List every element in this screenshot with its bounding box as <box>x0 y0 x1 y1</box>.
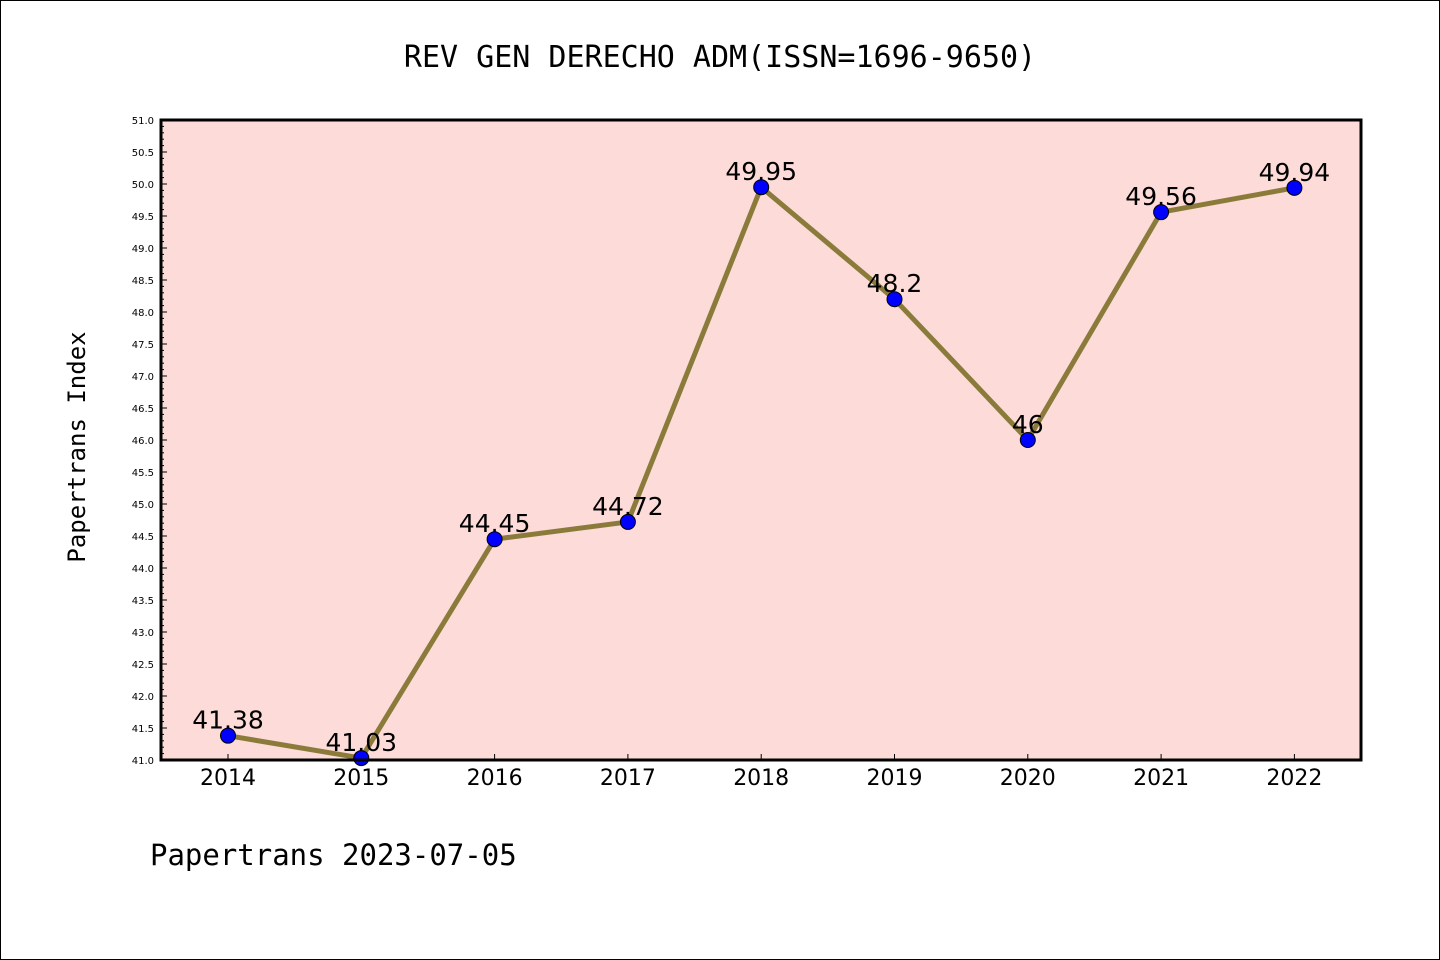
data-point <box>220 727 236 744</box>
y-tick-label: 51.0 <box>132 116 154 127</box>
y-tick-label: 46.0 <box>132 436 154 447</box>
x-tick-label: 2015 <box>333 766 389 791</box>
data-point <box>619 513 636 530</box>
y-axis-title: Papertrans Index <box>63 331 91 562</box>
data-label: 44.72 <box>592 492 664 521</box>
y-tick-label: 42.0 <box>132 692 154 703</box>
data-point <box>1286 179 1303 196</box>
data-label: 49.95 <box>725 157 797 186</box>
data-point <box>1019 432 1036 448</box>
x-tick-label: 2019 <box>867 766 923 791</box>
y-tick-label: 49.5 <box>132 212 154 223</box>
data-label: 48.2 <box>867 269 923 298</box>
y-tick-label: 48.5 <box>132 276 154 287</box>
y-tick-label: 43.5 <box>132 596 154 607</box>
data-point <box>886 291 903 308</box>
plot-area <box>161 120 1361 760</box>
y-tick-label: 43.0 <box>132 628 154 639</box>
y-tick-label: 46.5 <box>132 404 154 415</box>
y-tick-label: 42.5 <box>132 660 154 671</box>
y-tick-label: 50.5 <box>132 148 154 159</box>
x-tick-label: 2018 <box>733 766 789 791</box>
data-label: 41.38 <box>192 706 264 735</box>
chart-title: REV GEN DERECHO ADM(ISSN=1696-9650) <box>404 40 1036 75</box>
x-tick-label: 2022 <box>1266 766 1322 791</box>
y-tick-label: 41.0 <box>132 756 154 767</box>
plot-frame <box>159 118 1363 762</box>
y-tick-label: 44.0 <box>132 564 154 575</box>
data-label: 49.56 <box>1125 182 1197 211</box>
y-tick-label: 47.0 <box>132 372 154 383</box>
series-layer: 41.38 41.03 44.45 44.72 49.95 48.2 46 49.56 49.9… <box>192 157 1331 767</box>
y-tick-label: 45.0 <box>132 500 154 511</box>
y-tick-label: 49.0 <box>132 244 154 255</box>
y-tick-label: 47.5 <box>132 340 154 351</box>
data-label: 49.94 <box>1259 158 1331 187</box>
data-point <box>486 531 503 548</box>
x-tick-label: 2016 <box>467 766 523 791</box>
data-label: 44.45 <box>459 509 531 538</box>
data-label: 41.03 <box>326 728 398 757</box>
data-point <box>753 179 770 196</box>
x-tick-label: 2020 <box>1000 766 1056 791</box>
x-tick-label: 2021 <box>1133 766 1189 791</box>
y-tick-label: 48.0 <box>132 308 154 319</box>
footer-text: Papertrans 2023-07-05 <box>150 838 517 872</box>
y-tick-label: 50.0 <box>132 180 154 191</box>
y-tick-label: 44.5 <box>132 532 154 543</box>
data-point <box>1153 204 1170 221</box>
x-tick-label: 2014 <box>200 766 256 791</box>
x-tick-label: 2017 <box>600 766 656 791</box>
y-tick-label: 45.5 <box>132 468 154 479</box>
data-label: 46 <box>1012 410 1044 439</box>
y-tick-label: 41.5 <box>132 724 154 735</box>
data-point <box>353 750 370 767</box>
x-axis: 2014 2015 2016 2017 2018 2019 2020 2021 2022 <box>200 754 1322 791</box>
